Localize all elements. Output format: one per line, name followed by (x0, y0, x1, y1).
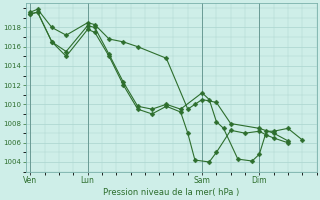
X-axis label: Pression niveau de la mer( hPa ): Pression niveau de la mer( hPa ) (103, 188, 239, 197)
